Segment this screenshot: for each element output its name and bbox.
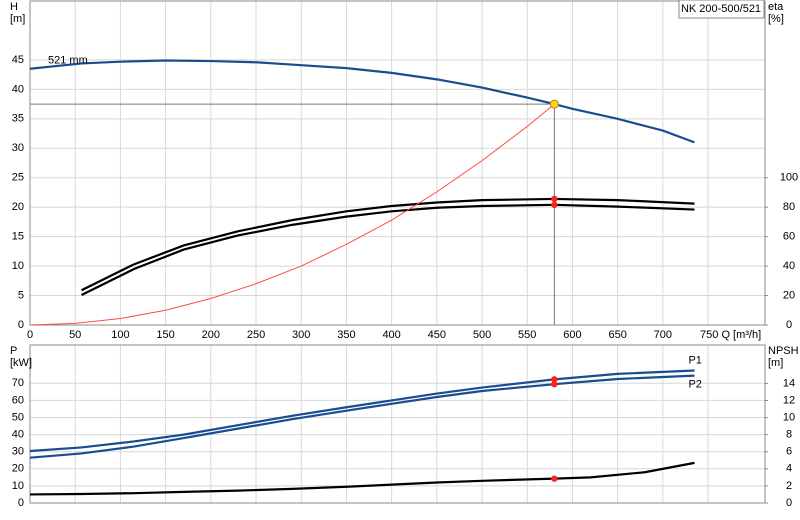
y2-tick-label: 20	[783, 289, 795, 301]
x-tick-label: 450	[428, 329, 446, 341]
duty-marker	[551, 380, 558, 388]
x-tick-label: 250	[247, 329, 265, 341]
x-tick-label: 200	[202, 329, 220, 341]
operating-point	[549, 99, 559, 109]
y-tick-label: 40	[12, 429, 24, 441]
y2-tick-label: 12	[783, 394, 795, 406]
y-axis-label: H	[10, 1, 18, 13]
x-tick-label: 500	[473, 329, 491, 341]
y-tick-label: 50	[12, 411, 24, 423]
plot-frame	[29, 344, 766, 504]
x-tick-label: 150	[156, 329, 174, 341]
series-label: 521 mm	[48, 55, 88, 67]
curve	[81, 197, 695, 292]
series-label: P1	[688, 354, 701, 366]
y-tick-label: 60	[12, 394, 24, 406]
y-tick-label: 70	[12, 377, 24, 389]
curve	[29, 374, 695, 459]
duty-marker	[551, 376, 558, 383]
x-tick-label: 550	[518, 329, 536, 341]
x-tick-label: 400	[382, 329, 400, 341]
curve	[81, 203, 695, 296]
y-tick-label: 5	[18, 289, 24, 301]
y-axis-unit: [m]	[10, 13, 25, 25]
y2-tick-label: 80	[783, 201, 795, 213]
y2-tick-label: 4	[786, 463, 792, 475]
y-tick-label: 40	[12, 83, 24, 95]
y-tick-label: 10	[12, 480, 24, 492]
y2-tick-label: 0	[786, 497, 792, 509]
y-tick-label: 0	[18, 497, 24, 509]
y-tick-label: 45	[12, 54, 24, 66]
curve	[29, 103, 555, 326]
y2-tick-label: 40	[783, 260, 795, 272]
y2-axis-label: eta	[768, 1, 784, 13]
duty-marker	[551, 195, 558, 203]
curve	[29, 369, 695, 453]
y2-tick-label: 8	[786, 429, 792, 441]
y-tick-label: 15	[12, 231, 24, 243]
curve	[29, 59, 695, 144]
y2-axis-unit: [%]	[768, 13, 784, 25]
y2-tick-label: 6	[786, 446, 792, 458]
x-tick-label: 300	[292, 329, 310, 341]
y2-tick-label: 0	[786, 319, 792, 331]
x-tick-label: 0	[27, 329, 33, 341]
y2-tick-label: 14	[783, 377, 795, 389]
x-tick-label: 50	[69, 329, 81, 341]
y2-tick-label: 60	[783, 231, 795, 243]
x-tick-label: 600	[563, 329, 581, 341]
title-box	[678, 0, 765, 19]
curve	[29, 461, 695, 496]
y-tick-label: 30	[12, 142, 24, 154]
y-tick-label: 20	[12, 201, 24, 213]
x-tick-label: 650	[608, 329, 626, 341]
chart-title: NK 200-500/521	[681, 3, 761, 15]
y-tick-label: 30	[12, 446, 24, 458]
y-tick-label: 35	[12, 113, 24, 125]
x-tick-label: 100	[111, 329, 129, 341]
y2-tick-label: 100	[780, 172, 798, 184]
x-tick-label: 700	[654, 329, 672, 341]
y-tick-label: 0	[18, 319, 24, 331]
duty-marker	[551, 201, 558, 209]
y2-axis-unit: [m]	[768, 357, 783, 369]
y-axis-label: P	[10, 345, 17, 357]
y-tick-label: 25	[12, 172, 24, 184]
y-tick-label: 20	[12, 463, 24, 475]
y2-tick-label: 2	[786, 480, 792, 492]
y-tick-label: 10	[12, 260, 24, 272]
y-axis-unit: [kW]	[10, 357, 32, 369]
y2-axis-label: NPSH	[768, 345, 799, 357]
duty-marker	[551, 475, 558, 482]
x-tick-label: 750 Q [m³/h]	[700, 329, 761, 341]
series-label: P2	[688, 379, 701, 391]
plot-frame	[29, 0, 766, 326]
x-tick-label: 350	[337, 329, 355, 341]
y2-tick-label: 10	[783, 412, 795, 424]
